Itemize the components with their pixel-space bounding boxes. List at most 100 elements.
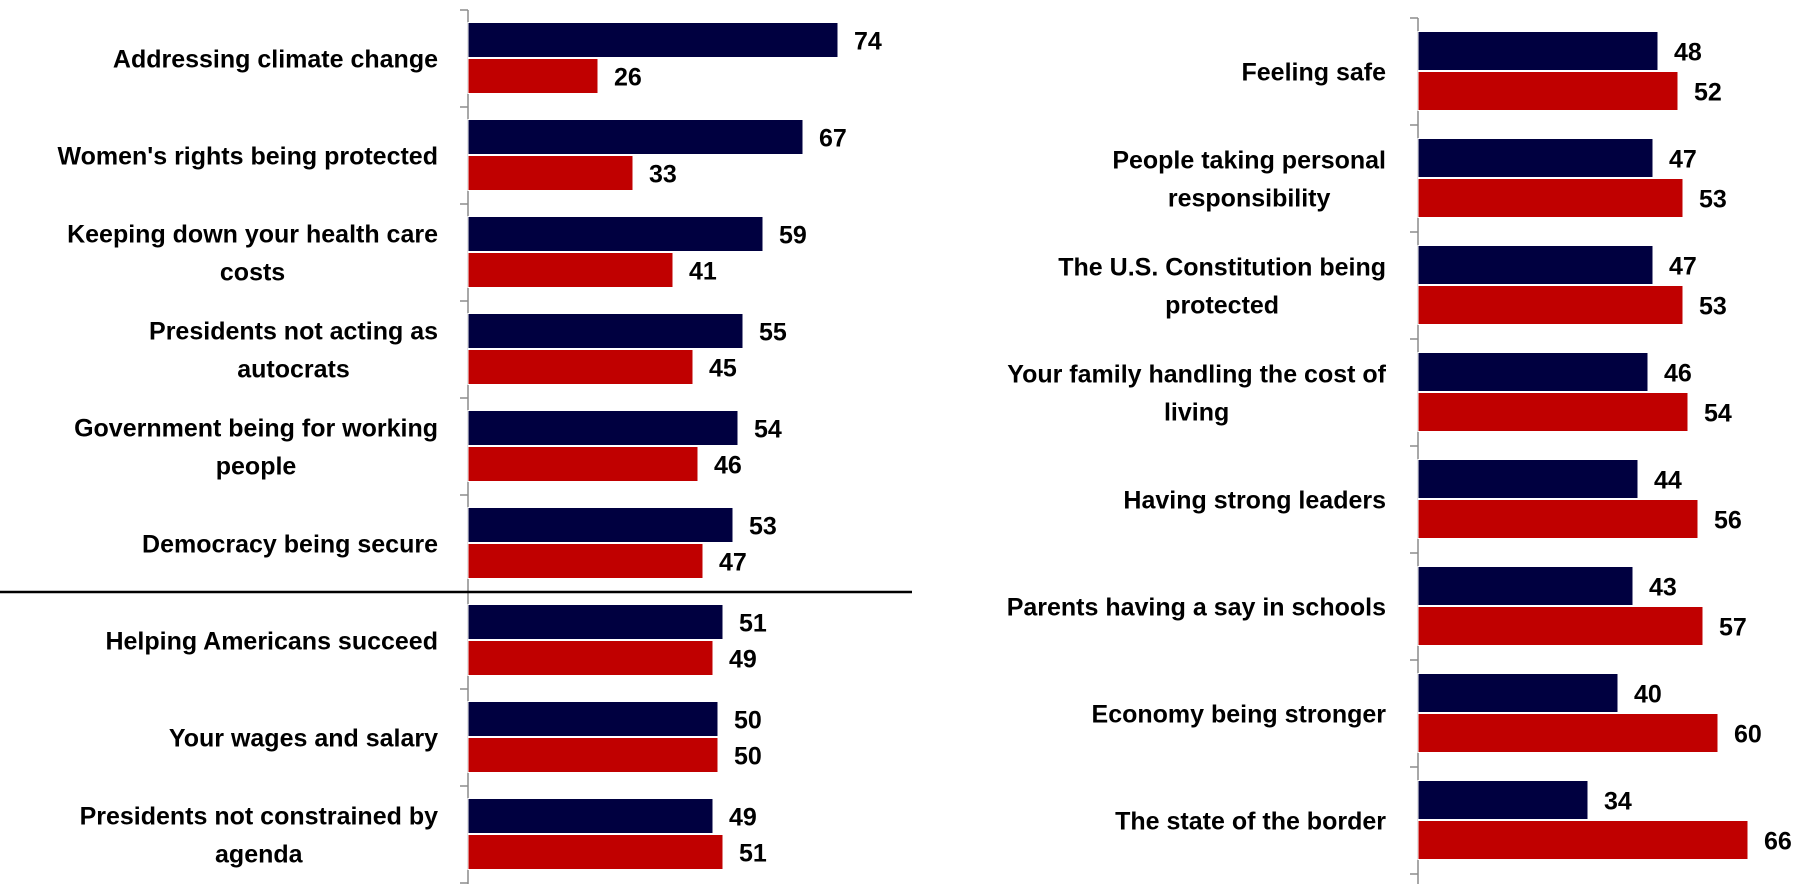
bar-red [467,446,699,482]
bar-red [467,58,599,94]
bar-navy [467,216,764,252]
data-label: 33 [649,161,677,189]
category-label: Addressing climate change [113,46,438,74]
data-label: 51 [739,840,767,868]
data-label: 48 [1674,39,1702,67]
category-label-line: responsibility [1168,185,1331,213]
bar-red [1417,606,1704,646]
bar-navy [467,119,804,155]
bar-navy [1417,673,1619,713]
data-label: 55 [759,319,787,347]
category-label: The U.S. Constitution being protected [1058,254,1386,320]
data-label: 57 [1719,614,1747,642]
data-label: 47 [1669,253,1697,281]
data-label: 52 [1694,79,1722,107]
data-label: 67 [819,125,847,153]
category-label-line: Women's rights being protected [57,143,438,171]
data-label: 53 [1699,293,1727,321]
data-label: 34 [1604,788,1632,816]
bar-red [1417,392,1689,432]
data-label: 41 [689,258,717,286]
category-label-line: Keeping down your health care [67,221,438,249]
category-label: Feeling safe [1242,59,1387,87]
category-label-line: people [216,453,297,481]
bar-red [467,252,674,288]
bar-navy [1417,352,1649,392]
bar-red [1417,820,1749,860]
category-label: Government being for working people [74,415,438,481]
data-label: 49 [729,804,757,832]
category-label-line: Having strong leaders [1123,487,1386,515]
data-label: 59 [779,222,807,250]
data-label: 56 [1714,507,1742,535]
bar-navy [467,313,744,349]
category-label: Presidents not constrained by agenda [80,803,439,869]
category-label-line: The U.S. Constitution being [1058,254,1386,282]
category-label-line: Democracy being secure [142,531,438,559]
category-label: Economy being stronger [1092,701,1387,729]
category-label-line: agenda [215,841,304,869]
category-label: Your wages and salary [169,725,438,753]
data-label: 51 [739,610,767,638]
category-label: Democracy being secure [142,531,438,559]
data-label: 49 [729,646,757,674]
data-label: 46 [714,452,742,480]
data-label: 66 [1764,828,1792,856]
bar-red [467,834,724,870]
bar-red [1417,178,1684,218]
bar-navy [467,604,724,640]
category-label: Your family handling the cost of living [1007,361,1386,427]
data-label: 50 [734,743,762,771]
bar-red [1417,71,1679,111]
bar-navy [467,22,839,58]
category-label-line: Presidents not acting as [149,318,438,346]
bar-red [1417,713,1719,753]
data-label: 60 [1734,721,1762,749]
data-label: 54 [754,416,782,444]
bar-navy [1417,245,1654,285]
bar-red [1417,285,1684,325]
bar-red [467,155,634,191]
bar-red [467,640,714,676]
bar-navy [1417,566,1634,606]
bar-navy [467,507,734,543]
category-label-line: Addressing climate change [113,46,438,74]
bar-navy [467,410,739,446]
category-label-line: The state of the border [1115,808,1386,836]
data-label: 74 [854,28,882,56]
data-label: 44 [1654,467,1682,495]
category-label-line: Economy being stronger [1092,701,1387,729]
data-label: 54 [1704,400,1732,428]
category-label-line: Feeling safe [1242,59,1387,87]
data-label: 46 [1664,360,1692,388]
data-label: 47 [1669,146,1697,174]
category-label-line: Presidents not constrained by [80,803,439,831]
bar-red [467,543,704,579]
category-label: Parents having a say in schools [1007,594,1386,622]
category-label-line: Government being for working [74,415,438,443]
bar-navy [1417,138,1654,178]
bar-red [1417,499,1699,539]
bar-red [467,737,719,773]
category-label: The state of the border [1115,808,1386,836]
category-label: Having strong leaders [1123,487,1386,515]
category-label: People taking personal responsibility [1112,147,1386,213]
category-label: Women's rights being protected [57,143,438,171]
bar-navy [1417,459,1639,499]
category-label-line: Helping Americans succeed [105,628,438,656]
bar-navy [467,701,719,737]
category-label: Presidents not acting as autocrats [149,318,438,384]
category-label-line: Your wages and salary [169,725,438,753]
data-label: 53 [749,513,777,541]
category-label-line: living [1164,399,1229,427]
chart-panel-1: 74 26 Addressing climate change 67 33 Women's… [0,9,912,884]
bar-red [467,349,694,385]
category-label-line: Your family handling the cost of [1007,361,1386,389]
data-label: 43 [1649,574,1677,602]
data-label: 45 [709,355,737,383]
data-label: 40 [1634,681,1662,709]
data-label: 50 [734,707,762,735]
category-label-line: Parents having a say in schools [1007,594,1386,622]
category-label-line: costs [220,259,285,287]
